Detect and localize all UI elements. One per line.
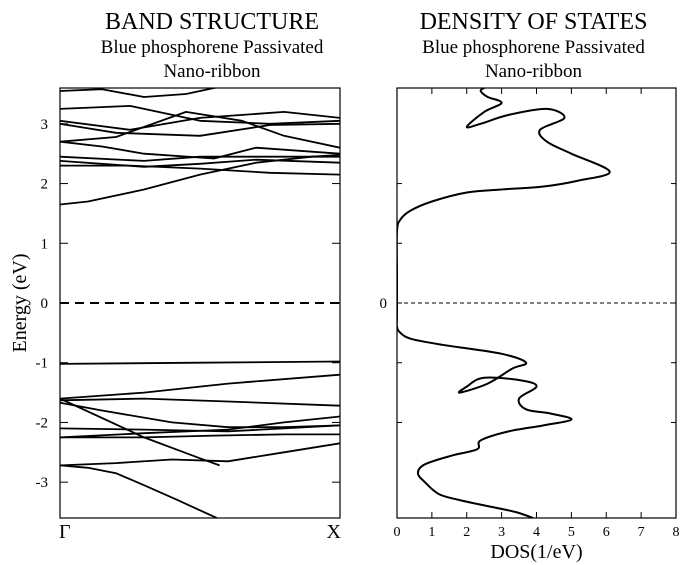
dos-x-tick-label: 0 <box>394 525 401 540</box>
band-line-19 <box>60 397 220 467</box>
band-line-2 <box>60 158 340 168</box>
dos-plot: 0 1 2 3 4 5 6 7 8 0 DOS(1/eV) <box>380 87 680 563</box>
band-line-0 <box>60 154 340 206</box>
band-y-tick-label: -3 <box>36 475 49 491</box>
band-line-6 <box>60 122 340 137</box>
dos-curve-0 <box>397 88 611 518</box>
dos-x-tick-label: 1 <box>428 525 435 540</box>
band-chart-title: BAND STRUCTURE <box>104 9 320 35</box>
dos-x-axis-label: DOS(1/eV) <box>490 541 582 563</box>
dos-x-tick-label: 8 <box>673 525 680 540</box>
dos-plot-frame <box>396 87 677 519</box>
band-line-10 <box>60 360 340 365</box>
band-y-tick-label: 1 <box>41 236 49 252</box>
dos-chart-title: DENSITY OF STATES <box>419 9 648 35</box>
band-line-8 <box>60 105 340 125</box>
band-line-14 <box>60 424 340 433</box>
band-line-7 <box>60 111 340 131</box>
dos-x-tick-label: 4 <box>533 525 540 540</box>
band-line-17 <box>60 442 340 467</box>
band-structure-plot: -3 -2 -1 0 1 2 3 Γ X Energy (eV) <box>9 87 342 543</box>
band-line-13 <box>60 401 340 429</box>
dos-x-tick-label: 7 <box>638 525 645 540</box>
dos-x-tick-label: 6 <box>603 525 610 540</box>
dos-chart-subtitle-line2: Nano-ribbon <box>484 61 583 82</box>
band-line-15 <box>60 415 340 439</box>
band-chart-subtitle-line2: Nano-ribbon <box>163 61 261 82</box>
band-y-tick-label: 0 <box>41 296 49 312</box>
band-y-tick-label: 3 <box>41 117 49 133</box>
band-chart-subtitle-line1: Blue phosphorene Passivated <box>100 37 324 58</box>
band-x-tick-label: Γ <box>59 521 71 543</box>
dos-y-tick-label: 0 <box>380 296 388 312</box>
dos-x-tick-label: 2 <box>463 525 470 540</box>
dos-x-tick-label: 3 <box>498 525 505 540</box>
band-line-4 <box>60 140 340 160</box>
band-y-tick-label: -1 <box>36 356 49 372</box>
band-line-9 <box>60 88 219 98</box>
band-x-tick-label: X <box>327 521 342 543</box>
band-line-1 <box>60 164 340 176</box>
band-line-12 <box>60 397 340 407</box>
band-y-axis-label: Energy (eV) <box>9 253 31 352</box>
band-line-16 <box>60 433 340 439</box>
dos-chart-subtitle-line1: Blue phosphorene Passivated <box>422 37 645 58</box>
dos-x-tick-label: 5 <box>568 525 575 540</box>
band-y-tick-label: -2 <box>36 415 49 431</box>
band-y-tick-label: 2 <box>41 177 49 193</box>
band-line-11 <box>60 373 340 400</box>
band-line-18 <box>60 464 218 518</box>
